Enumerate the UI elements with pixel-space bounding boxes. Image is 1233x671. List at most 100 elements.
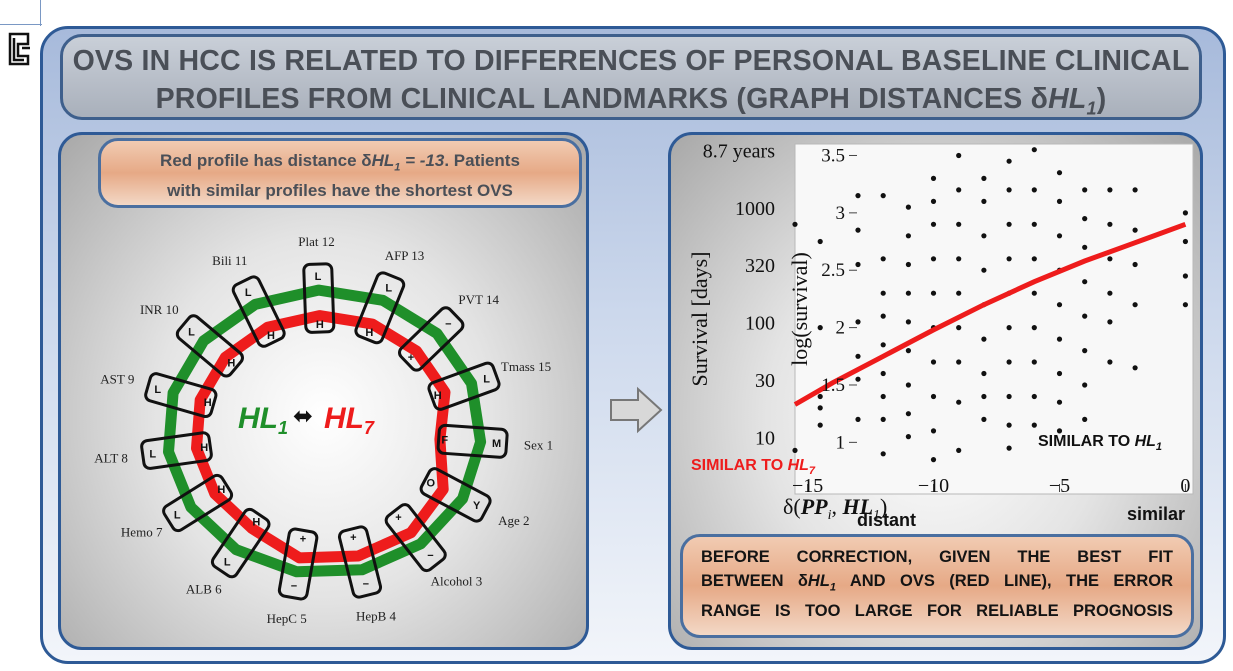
scatter-point: [817, 325, 823, 331]
node-box: [175, 314, 244, 378]
scatter-point: [855, 261, 861, 268]
scatter-point: [880, 416, 886, 422]
x-axis-label: δ(PPi, HL1): [783, 494, 887, 523]
y-tick-label: 1: [836, 432, 846, 453]
scatter-point: [817, 405, 823, 411]
scatter-point: [981, 175, 987, 181]
node-red-state: H: [316, 319, 324, 331]
scatter-point: [981, 336, 987, 342]
node-red-state: H: [227, 358, 235, 370]
node-green-state: L: [385, 282, 392, 294]
bottom-caption-hl-sub: 1: [829, 581, 837, 594]
scatter-point: [817, 422, 823, 428]
node-box: [140, 431, 213, 470]
node-label: Bili 11: [212, 253, 247, 268]
node-label: Tmass 15: [501, 359, 551, 374]
right-arrow-icon: [610, 386, 663, 434]
scatter-point: [956, 359, 962, 365]
scatter-point: [1107, 290, 1113, 296]
scatter-point: [956, 447, 962, 453]
node-red-state: H: [365, 327, 373, 339]
scatter-point: [930, 457, 937, 463]
days-tick-label: 1000: [735, 198, 775, 220]
scatter-point: [880, 290, 886, 296]
bottom-caption-line-1: BEFORE CORRECTION, GIVEN THE BEST FIT: [701, 548, 1173, 566]
bottom-caption-line-2: BETWEEN δHL1 AND OVS (RED LINE), THE ERR…: [701, 569, 1173, 599]
scatter-point: [956, 290, 962, 296]
scatter-point: [930, 256, 937, 262]
scatter-point: [1132, 187, 1138, 193]
scatter-point: [930, 198, 937, 204]
scatter-point: [1182, 210, 1188, 216]
x-tick-label: −5: [1049, 475, 1070, 497]
scatter-point: [1082, 348, 1088, 354]
node-red-state: +: [395, 512, 401, 524]
scatter-point: [1082, 313, 1088, 319]
scatter-point: [1107, 187, 1113, 193]
node-green-state: L: [483, 374, 490, 386]
red-profile-line: [191, 310, 451, 564]
scatter-point: [1006, 187, 1012, 193]
scatter-point: [880, 313, 886, 319]
node-label: Alcohol 3: [431, 574, 483, 589]
node-green-state: Y: [473, 500, 481, 512]
scatter-point: [1031, 147, 1037, 153]
y-tick-label: 3: [836, 203, 846, 224]
scatter-point: [1182, 273, 1188, 279]
scatter-point: [981, 416, 987, 422]
x-tick-label: 0: [1180, 475, 1190, 497]
logo-icon: [8, 32, 30, 66]
node-label: PVT 14: [458, 292, 499, 307]
scatter-point: [1056, 336, 1063, 342]
scatter-point: [817, 393, 823, 400]
node-box: [210, 507, 271, 579]
scatter-point: [956, 221, 962, 227]
corner-guide-vertical: [40, 0, 41, 26]
annotation-similar-hl7: SIMILAR TO HL7: [691, 457, 816, 477]
node-box: [427, 361, 501, 411]
scatter-point: [1182, 238, 1188, 245]
node-green-state: −: [291, 581, 297, 593]
node-label: AST 9: [100, 372, 134, 387]
scatter-point: [1006, 393, 1012, 400]
node-green-state: L: [224, 556, 231, 568]
bottom-caption-line-3: RANGE IS TOO LARGE FOR RELIABLE PROGNOSI…: [701, 602, 1173, 621]
scatter-point: [905, 290, 911, 296]
node-box: [231, 275, 286, 348]
scatter-point: [817, 238, 823, 245]
node-green-state: −: [363, 578, 369, 590]
node-green-state: L: [315, 271, 322, 283]
node-label: Plat 12: [298, 234, 334, 249]
node-label: ALB 6: [186, 582, 222, 597]
node-label: AFP 13: [385, 248, 425, 263]
scatter-point: [1132, 302, 1138, 308]
node-red-state: H: [267, 330, 275, 342]
node-green-state: L: [149, 449, 156, 461]
scatter-point: [1107, 359, 1113, 365]
scatter-point: [1006, 256, 1012, 262]
scatter-point: [855, 353, 861, 359]
node-label: ALT 8: [94, 450, 128, 465]
scatter-point: [880, 193, 886, 199]
node-box: [354, 271, 406, 345]
scatter-point: [1031, 422, 1037, 428]
node-label: Age 2: [498, 513, 529, 528]
bottom-caption-delta: δ: [797, 572, 808, 590]
caption-hl: HL: [371, 151, 395, 170]
node-green-state: L: [188, 327, 195, 339]
bottom-caption-text-post: AND OVS (RED LINE), THE ERROR: [836, 572, 1173, 590]
caption-text: Red profile has distance: [160, 151, 362, 170]
green-profile-line: [163, 284, 487, 578]
scatter-point: [1132, 227, 1138, 233]
bottom-caption: BEFORE CORRECTION, GIVEN THE BEST FIT BE…: [680, 534, 1194, 638]
left-caption: Red profile has distance δHL1 = -13. Pat…: [98, 138, 582, 208]
days-tick-label: 10: [755, 427, 775, 449]
scatter-point: [1031, 256, 1037, 262]
survival-scatter-chart: −15 −10 −5 0 1 1.5 2 2.5 3 3.5 8.7 years 1000 320 100…: [687, 141, 1194, 530]
scatter-point: [1056, 170, 1063, 176]
node-label: HepB 4: [356, 608, 397, 623]
scatter-point: [930, 393, 937, 400]
node-box: [144, 372, 218, 419]
scatter-point: [930, 290, 937, 296]
scatter-point: [930, 175, 937, 181]
